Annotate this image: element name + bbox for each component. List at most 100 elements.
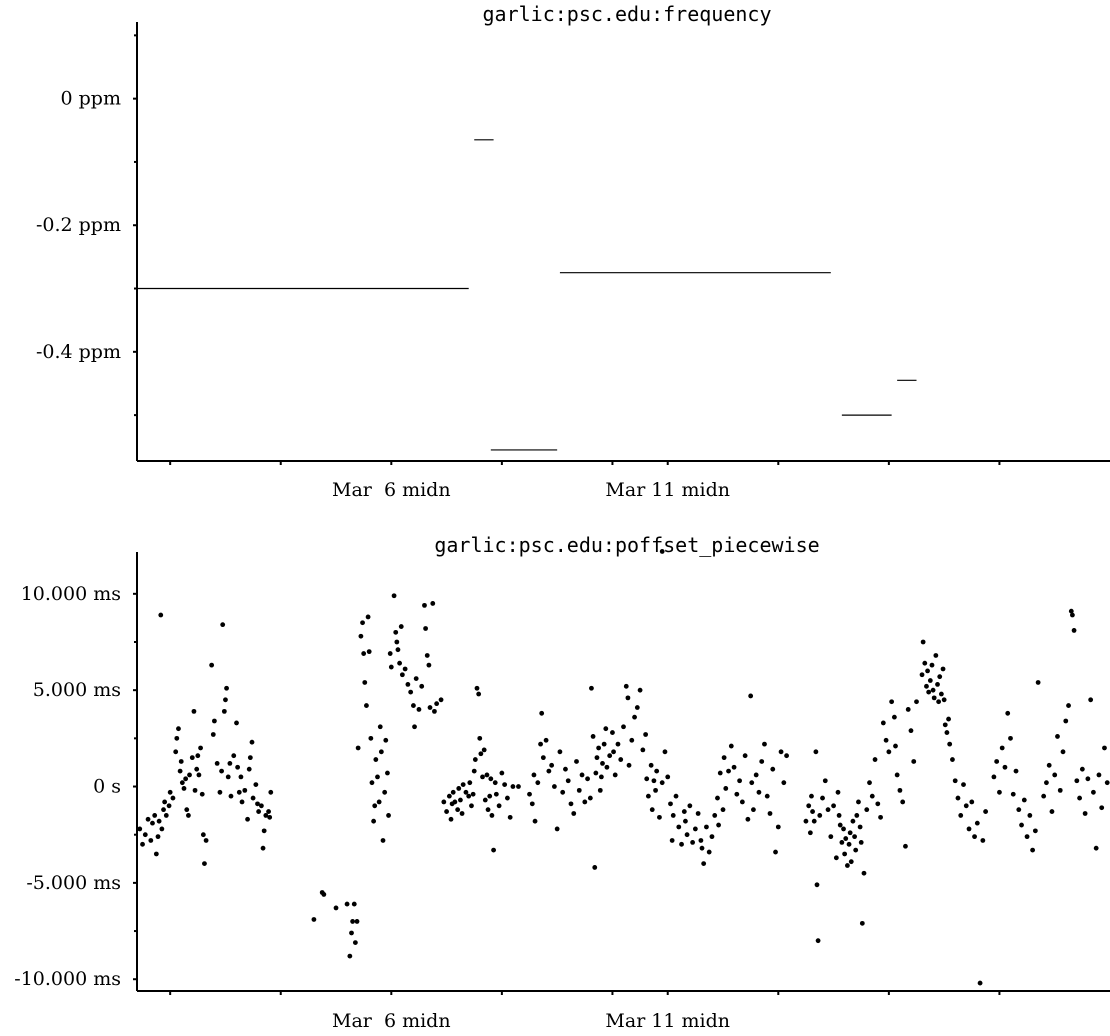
offset-point	[405, 681, 411, 687]
offset-point	[1099, 805, 1105, 811]
offset-point	[822, 778, 828, 784]
offset-point	[375, 774, 380, 780]
offset-point	[484, 772, 490, 778]
offset-point	[665, 774, 671, 780]
offset-point	[807, 830, 813, 836]
offset-point	[228, 793, 234, 799]
offset-point	[152, 813, 158, 818]
offset-point	[477, 735, 483, 741]
offset-point	[673, 793, 679, 799]
offset-point	[872, 757, 878, 762]
offset-point	[653, 787, 658, 793]
offset-point	[177, 768, 183, 774]
offset-point	[728, 743, 734, 749]
offset-point	[527, 791, 532, 797]
offset-point	[590, 734, 596, 739]
offset-point	[565, 778, 571, 784]
offset-point	[499, 770, 505, 776]
offset-point	[952, 778, 958, 784]
offset-point	[745, 816, 751, 822]
offset-point	[683, 818, 688, 824]
offset-point	[249, 739, 255, 745]
offset-point	[368, 735, 374, 741]
offset-point	[841, 826, 846, 832]
offset-point	[432, 708, 437, 714]
offset-point	[936, 699, 942, 705]
offset-point	[825, 807, 831, 813]
offset-point	[1013, 768, 1019, 774]
offset-point	[810, 809, 815, 814]
offset-point	[219, 768, 224, 774]
offset-point	[250, 795, 256, 801]
x-tick-label: Mar 11 midn	[605, 1010, 730, 1032]
offset-point	[560, 789, 566, 795]
offset-point	[184, 807, 190, 813]
offset-point	[529, 801, 535, 807]
offset-point	[192, 787, 198, 793]
x-tick-label: Mar 6 midn	[332, 479, 451, 501]
poffset-chart: garlic:psc.edu:poffset_piecewise 10.000 m…	[14, 533, 1110, 1032]
offset-point	[756, 789, 762, 795]
offset-point	[1070, 612, 1075, 618]
offset-point	[493, 791, 499, 797]
offset-point	[385, 770, 390, 776]
offset-point	[1030, 847, 1036, 853]
offset-point	[651, 778, 657, 784]
chart-title: garlic:psc.edu:poffset_piecewise	[434, 533, 819, 557]
offset-point	[621, 724, 626, 730]
offset-point	[958, 813, 964, 818]
offset-point	[434, 701, 440, 707]
offset-point	[347, 953, 353, 959]
offset-point	[715, 795, 720, 801]
offset-point	[935, 681, 940, 687]
offset-point	[452, 799, 458, 805]
offset-point	[231, 753, 237, 759]
offset-point	[1102, 745, 1107, 751]
offset-point	[905, 707, 911, 712]
offset-point	[695, 811, 701, 816]
offset-point	[662, 749, 668, 755]
offset-point	[1027, 813, 1033, 818]
offset-point	[712, 813, 718, 818]
offset-point	[376, 799, 382, 805]
offset-point	[644, 776, 650, 782]
offset-point	[388, 664, 394, 670]
offset-point	[255, 801, 260, 807]
offset-point	[972, 834, 977, 840]
offset-point	[459, 811, 465, 816]
y-tick-label: 0 ppm	[61, 88, 121, 110]
offset-point	[1096, 772, 1102, 778]
offset-point	[925, 668, 930, 674]
offset-point	[961, 782, 966, 787]
offset-point	[926, 689, 932, 695]
offset-point	[900, 799, 906, 805]
offset-point	[867, 780, 872, 786]
offset-point	[391, 593, 397, 599]
offset-point	[1044, 780, 1049, 786]
offset-point	[563, 766, 568, 772]
offset-point	[554, 826, 560, 832]
offset-point	[234, 720, 239, 726]
offset-point	[632, 714, 637, 720]
offset-point	[640, 747, 646, 753]
offset-point	[161, 807, 166, 813]
offset-point	[811, 818, 817, 824]
offset-point	[535, 780, 541, 786]
offset-point	[1104, 780, 1110, 786]
offset-point	[869, 793, 875, 799]
offset-point	[643, 732, 649, 737]
offset-point	[549, 762, 555, 768]
offset-point	[726, 768, 731, 774]
offset-point	[412, 724, 417, 730]
offset-point	[997, 789, 1002, 795]
offset-point	[199, 791, 205, 797]
offset-point	[889, 699, 895, 705]
offset-point	[221, 708, 227, 714]
offset-point	[1085, 776, 1091, 782]
offset-point	[170, 795, 176, 801]
offset-point	[186, 813, 191, 818]
offset-point	[456, 786, 462, 791]
offset-point	[720, 807, 726, 813]
offset-point	[941, 697, 947, 703]
offset-point	[369, 780, 375, 786]
